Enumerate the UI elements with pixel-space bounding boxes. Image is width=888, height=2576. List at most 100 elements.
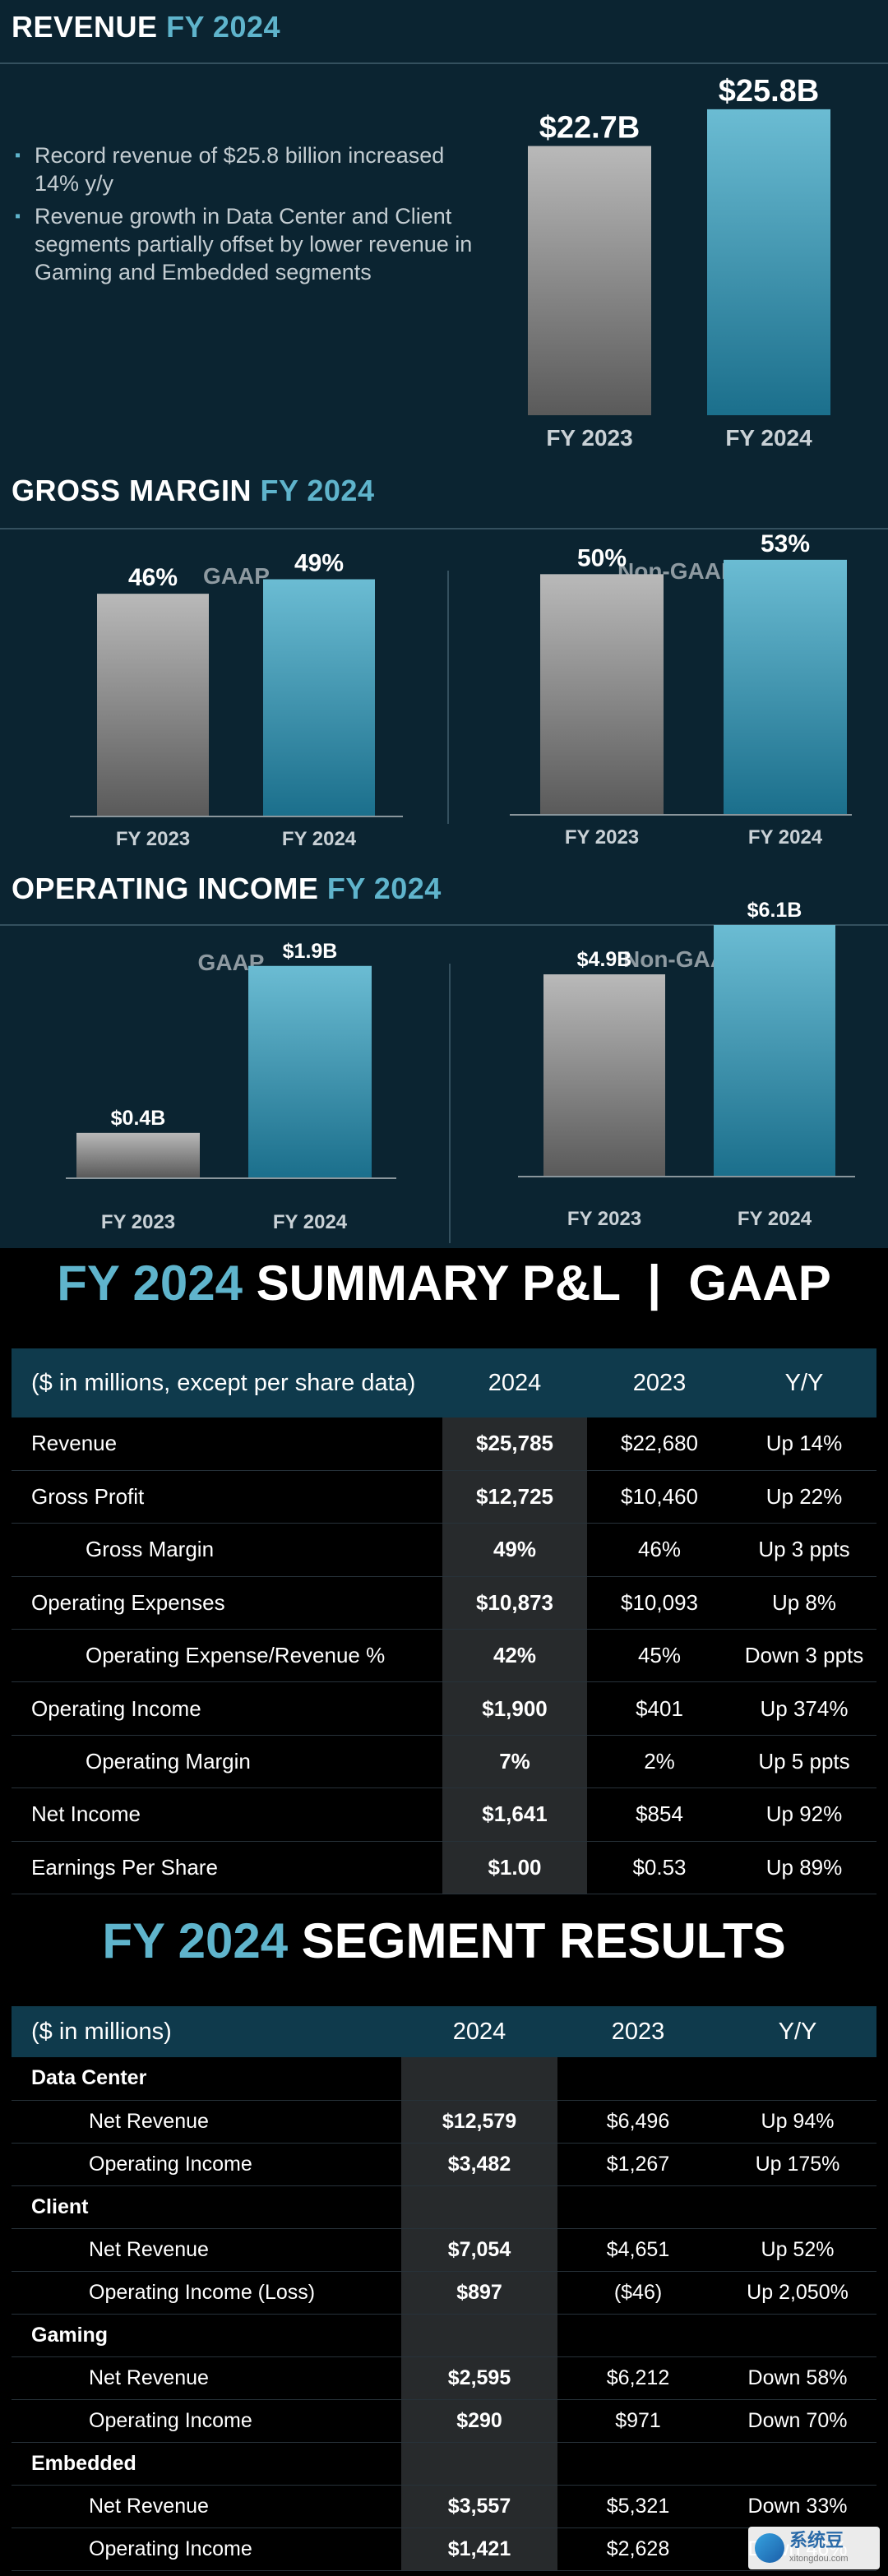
- table-row: Net Revenue $12,579 $6,496 Up 94%: [12, 2100, 876, 2144]
- pl-header-2023: 2023: [587, 1348, 732, 1417]
- watermark-site: xitongdou.com: [789, 2554, 849, 2564]
- value-2023: $2,628: [557, 2527, 719, 2571]
- bar-value-label: $6.1B: [747, 899, 802, 922]
- row-label: Net Revenue: [12, 2100, 401, 2144]
- table-row: Net Income $1,641 $854 Up 92%: [12, 1787, 876, 1842]
- segment-title-year: FY 2024: [102, 1913, 289, 1968]
- table-row: Net Revenue $2,595 $6,212 Down 58%: [12, 2356, 876, 2400]
- value-2024: [401, 2442, 557, 2486]
- pl-header-metric: ($ in millions, except per share data): [12, 1348, 442, 1417]
- gross-margin-title: GROSS MARGIN FY 2024: [12, 474, 374, 508]
- table-row: Gross Profit $12,725 $10,460 Up 22%: [12, 1470, 876, 1524]
- category-tick-label: FY 2024: [273, 1211, 348, 1233]
- value-2024: $1,421: [401, 2527, 557, 2571]
- category-tick-label: FY 2024: [725, 425, 812, 451]
- segment-header-yy: Y/Y: [719, 2006, 876, 2057]
- value-yy: Down 58%: [719, 2356, 876, 2400]
- category-tick-label: FY 2024: [282, 828, 357, 850]
- value-yy: Down 70%: [719, 2399, 876, 2443]
- category-tick-label: FY 2024: [748, 826, 823, 849]
- category-tick-label: FY 2023: [546, 425, 632, 451]
- value-2023: $6,496: [557, 2100, 719, 2144]
- bar-fy-2024: [248, 965, 372, 1177]
- row-label: Operating Margin: [12, 1735, 442, 1789]
- value-2023: 45%: [587, 1629, 732, 1683]
- value-2023: $5,321: [557, 2485, 719, 2528]
- row-label: Operating Income: [12, 1681, 442, 1736]
- row-label: Operating Expenses: [12, 1576, 442, 1630]
- table-row: Gross Margin 49% 46% Up 3 ppts: [12, 1523, 876, 1577]
- value-yy: [719, 2314, 876, 2357]
- value-2023: $0.53: [587, 1841, 732, 1895]
- bar-fy-2023: [97, 594, 209, 816]
- value-yy: Up 52%: [719, 2228, 876, 2272]
- value-2023: $10,093: [587, 1576, 732, 1630]
- category-tick-label: FY 2023: [567, 1208, 641, 1230]
- value-2024: $897: [401, 2271, 557, 2315]
- value-2024: $3,482: [401, 2143, 557, 2186]
- value-2023: [557, 2442, 719, 2486]
- chart-title: GAAP: [203, 563, 270, 589]
- segment-header-2023: 2023: [557, 2006, 719, 2057]
- value-yy: Up 14%: [732, 1417, 876, 1471]
- row-label: Gross Margin: [12, 1523, 442, 1577]
- value-2024: $12,725: [442, 1470, 587, 1524]
- revenue-title: REVENUE FY 2024: [12, 10, 280, 44]
- value-2023: $10,460: [587, 1470, 732, 1524]
- value-2024: $1,641: [442, 1787, 587, 1842]
- table-row: Operating Income $3,482 $1,267 Up 175%: [12, 2143, 876, 2186]
- pl-header-yy: Y/Y: [732, 1348, 876, 1417]
- segment-header-row: ($ in millions) 2024 2023 Y/Y: [12, 2006, 876, 2057]
- value-2024: [401, 2314, 557, 2357]
- bar-fy-2023: [528, 146, 651, 415]
- table-row: Operating Expense/Revenue % 42% 45% Down 3 …: [12, 1629, 876, 1683]
- value-yy: Up 5 ppts: [732, 1735, 876, 1789]
- table-row: Net Revenue $3,557 $5,321 Down 33%: [12, 2485, 876, 2528]
- value-yy: [719, 2442, 876, 2486]
- value-2023: $4,651: [557, 2228, 719, 2272]
- row-label: Operating Income: [12, 2143, 401, 2186]
- table-row: Operating Income (Loss) $897 ($46) Up 2,050…: [12, 2271, 876, 2315]
- bar-value-label: 50%: [577, 544, 627, 571]
- bar-fy-2023: [543, 974, 665, 1176]
- value-2024: 42%: [442, 1629, 587, 1683]
- value-yy: Up 22%: [732, 1470, 876, 1524]
- bar-fy-2024: [707, 109, 830, 415]
- segment-group-row: Data Center: [12, 2057, 876, 2101]
- table-row: Net Revenue $7,054 $4,651 Up 52%: [12, 2228, 876, 2272]
- category-tick-label: FY 2023: [101, 1211, 175, 1233]
- value-2023: $6,212: [557, 2356, 719, 2400]
- value-2024: 49%: [442, 1523, 587, 1577]
- pl-header-2024: 2024: [442, 1348, 587, 1417]
- pl-title-year: FY 2024: [57, 1256, 243, 1311]
- value-yy: Up 374%: [732, 1681, 876, 1736]
- bar-value-label: $25.8B: [719, 74, 820, 109]
- value-yy: [719, 2185, 876, 2229]
- value-yy: Down 33%: [719, 2485, 876, 2528]
- revenue-title-rule: [0, 62, 888, 64]
- value-2024: $3,557: [401, 2485, 557, 2528]
- value-2023: [557, 2185, 719, 2229]
- operating-income-divider: [449, 964, 451, 1243]
- bar-value-label: 53%: [761, 530, 810, 557]
- segment-group-row: Client: [12, 2185, 876, 2229]
- bar-value-label: $4.9B: [577, 948, 632, 971]
- value-2023: $1,267: [557, 2143, 719, 2186]
- revenue-chart: $22.7B FY 2023 $25.8B FY 2024: [528, 74, 830, 451]
- watermark-badge: 系统豆 xitongdou.com: [748, 2527, 880, 2569]
- table-row: Operating Income$1,421$2,628Down 46%: [12, 2527, 876, 2571]
- watermark-brand: 系统豆: [789, 2530, 844, 2551]
- row-label: Earnings Per Share: [12, 1841, 442, 1895]
- segment-name: Client: [12, 2185, 401, 2229]
- value-2024: $1,900: [442, 1681, 587, 1736]
- bar-fy-2024: [263, 579, 375, 816]
- value-yy: Up 89%: [732, 1841, 876, 1895]
- value-2024: [401, 2185, 557, 2229]
- gross-margin-gaap-chart: GAAP 46% FY 2023 49% FY 2024: [70, 550, 403, 850]
- value-2023: 2%: [587, 1735, 732, 1789]
- row-label: Net Revenue: [12, 2356, 401, 2400]
- gross-margin-divider: [447, 571, 449, 824]
